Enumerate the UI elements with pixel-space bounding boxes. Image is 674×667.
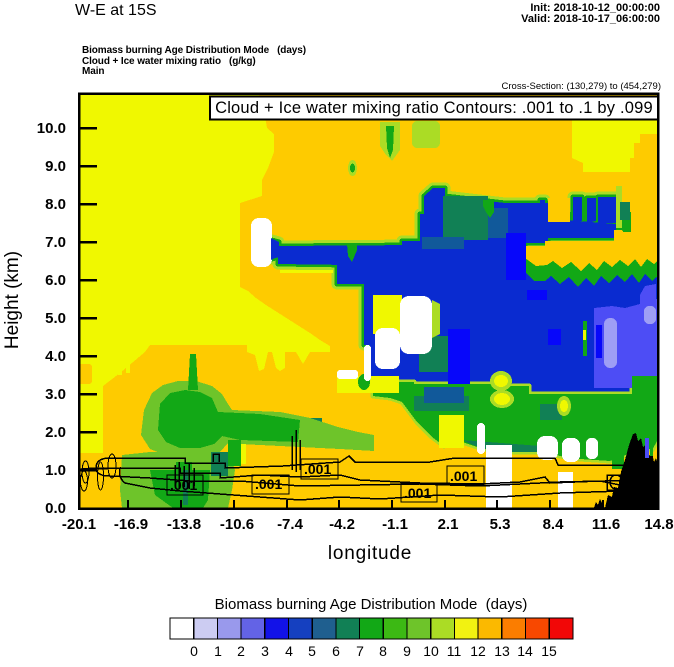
svg-text:.001: .001 <box>304 461 331 477</box>
svg-text:.001: .001 <box>450 468 477 484</box>
svg-text:.001: .001 <box>255 476 282 492</box>
svg-text:.001: .001 <box>404 485 431 501</box>
svg-text:.001: .001 <box>170 477 197 493</box>
